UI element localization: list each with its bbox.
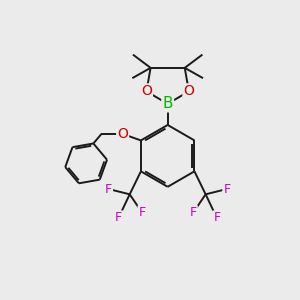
Text: F: F — [223, 182, 230, 196]
Text: O: O — [141, 84, 152, 98]
Text: F: F — [190, 206, 197, 219]
Text: O: O — [117, 127, 128, 141]
Text: O: O — [183, 84, 194, 98]
Text: F: F — [139, 206, 145, 219]
Text: F: F — [105, 182, 112, 196]
Text: F: F — [115, 212, 122, 224]
Text: F: F — [213, 212, 220, 224]
Text: B: B — [162, 96, 173, 111]
